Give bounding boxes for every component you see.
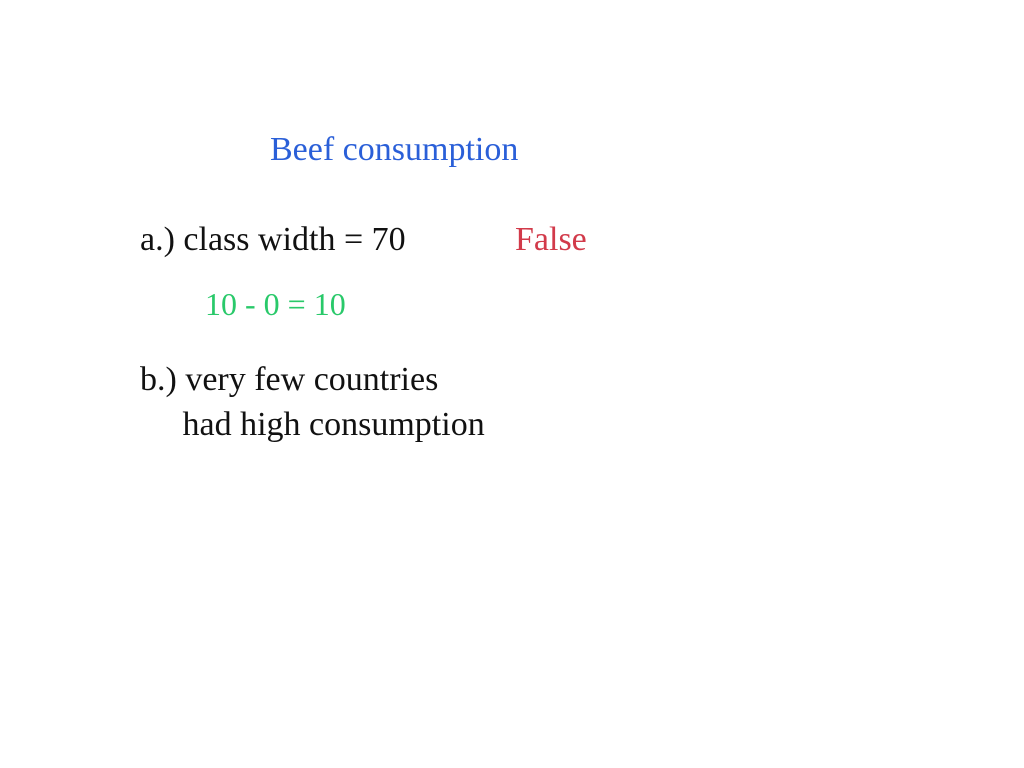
part-b-line1: b.) very few countries [140, 360, 438, 401]
part-b-line2: had high consumption [140, 405, 485, 446]
whiteboard: Beef consumption a.) class width = 70 Fa… [0, 0, 1024, 768]
part-a-statement: a.) class width = 70 [140, 220, 406, 261]
part-a-work: 10 - 0 = 10 [205, 285, 346, 323]
part-a-verdict: False [515, 220, 587, 261]
title-text: Beef consumption [270, 130, 518, 171]
